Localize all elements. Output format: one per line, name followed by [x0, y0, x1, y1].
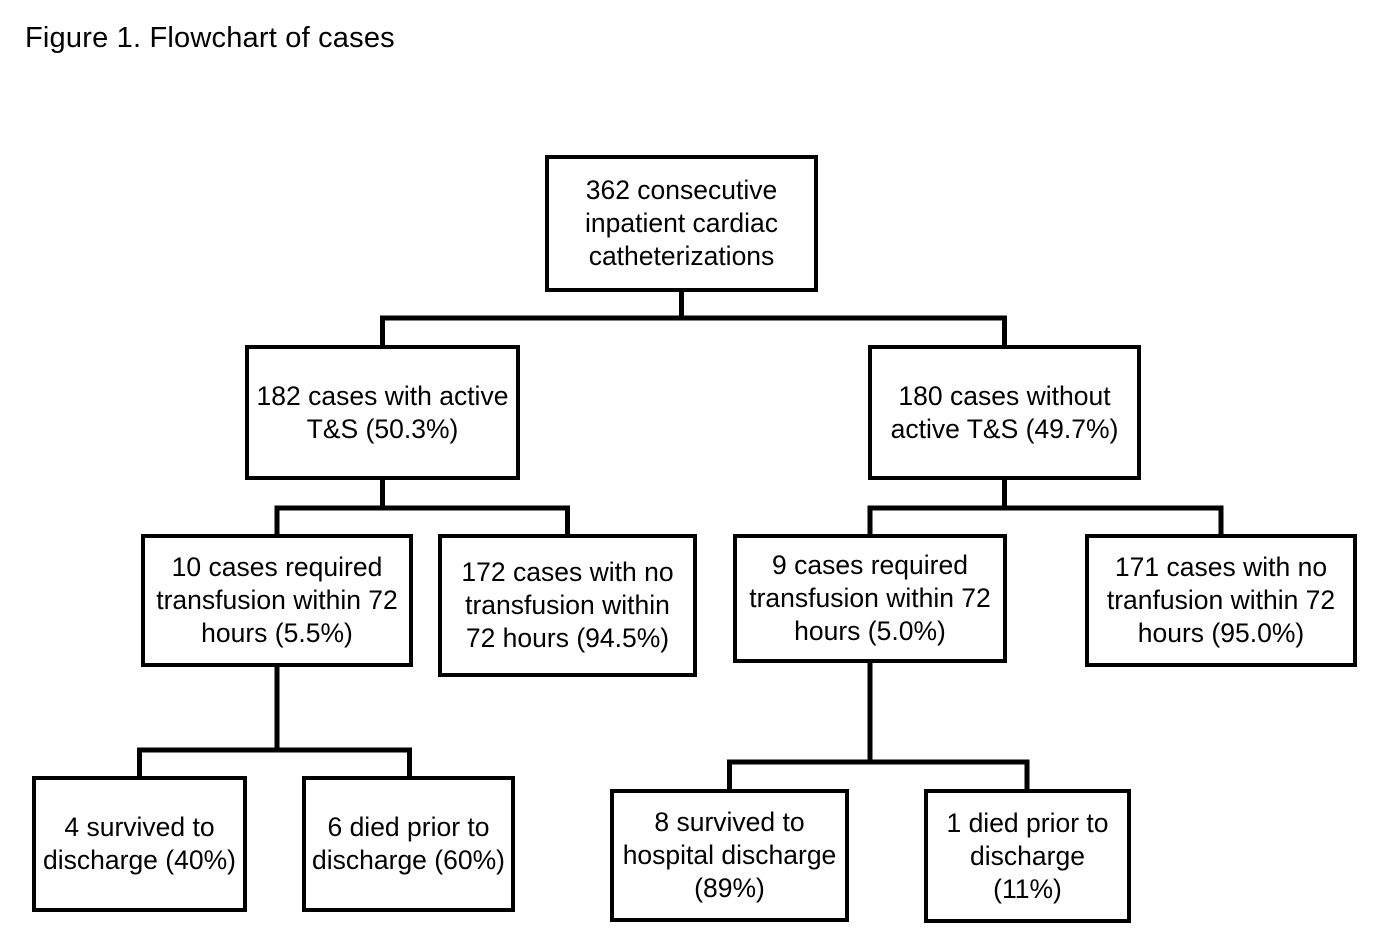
connector-nots-transfused-to-outcomes [727, 663, 1030, 789]
connector-root-to-level2 [380, 292, 1007, 345]
node-nots-no-transfusion: 171 cases with no tranfusion within 72 h… [1085, 534, 1357, 667]
node-no-active-ts: 180 cases without active T&S (49.7%) [868, 345, 1141, 480]
node-nots-transfused: 9 cases required transfusion within 72 h… [733, 534, 1007, 663]
node-active-ts: 182 cases with active T&S (50.3%) [245, 345, 520, 480]
node-ts-died: 6 died prior to discharge (60%) [302, 776, 515, 912]
connector-active-ts-to-children [274, 480, 570, 534]
connector-no-active-ts-to-children [867, 480, 1224, 534]
node-nots-died: 1 died prior to discharge (11%) [924, 789, 1131, 923]
node-ts-survived: 4 survived to discharge (40%) [32, 776, 247, 912]
node-nots-survived: 8 survived to hospital discharge (89%) [610, 789, 849, 922]
figure-title: Figure 1. Flowchart of cases [25, 22, 395, 54]
connector-ts-transfused-to-outcomes [137, 667, 412, 776]
node-ts-no-transfusion: 172 cases with no transfusion within 72 … [438, 534, 697, 677]
node-total-catheterizations: 362 consecutive inpatient cardiac cathet… [545, 155, 818, 292]
node-ts-transfused: 10 cases required transfusion within 72 … [141, 534, 413, 667]
